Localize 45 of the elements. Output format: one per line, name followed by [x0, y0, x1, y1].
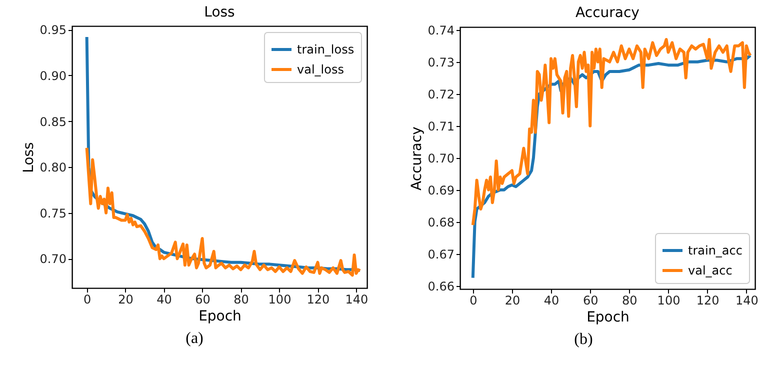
- x-tick-label: 140: [345, 292, 368, 306]
- y-tick-label: 0.72: [428, 87, 454, 102]
- x-tick-label: 60: [195, 292, 210, 306]
- y-tick-label: 0.95: [40, 23, 66, 38]
- y-tick-label: 0.73: [428, 55, 454, 70]
- text: (a): [186, 330, 204, 348]
- legend-label: train_acc: [688, 244, 742, 258]
- line-series: [85, 146, 362, 277]
- x-axis-title: Epoch: [198, 308, 242, 324]
- y-tick-label: 0.80: [40, 160, 66, 175]
- y-tick-label: 0.74: [428, 23, 454, 38]
- x-tick-label: 20: [118, 292, 134, 306]
- y-tick-label: 0.71: [428, 119, 454, 134]
- x-tick-label: 120: [306, 292, 330, 306]
- line-series: [471, 38, 752, 227]
- x-tick-label: 80: [622, 294, 638, 308]
- x-tick-label: 60: [582, 294, 598, 308]
- y-axis-title: Accuracy: [408, 126, 425, 190]
- x-tick-label: 100: [657, 294, 680, 308]
- y-tick-label: 0.75: [40, 206, 66, 220]
- y-axis-title: Loss: [20, 142, 37, 173]
- legend-label: val_loss: [297, 62, 344, 76]
- chart-title: Loss: [204, 4, 235, 21]
- x-tick-label: 20: [504, 294, 520, 308]
- y-tick-label: 0.66: [428, 279, 454, 294]
- x-tick-label: 80: [234, 292, 249, 306]
- text: (b): [574, 331, 593, 349]
- x-tick-label: 140: [735, 294, 758, 308]
- x-tick-label: 120: [696, 294, 720, 308]
- x-tick-label: 100: [268, 292, 292, 306]
- legend-label: train_loss: [297, 42, 354, 56]
- x-tick-label: 0: [470, 294, 478, 308]
- x-tick-label: 0: [83, 292, 92, 306]
- y-tick-label: 0.70: [40, 252, 66, 266]
- x-tick-label: 40: [544, 294, 560, 308]
- chart-title: Accuracy: [576, 4, 640, 21]
- legend-label: val_acc: [688, 264, 732, 278]
- y-tick-label: 0.69: [428, 183, 454, 198]
- x-axis-title: Epoch: [586, 310, 630, 326]
- y-tick-label: 0.70: [428, 151, 454, 166]
- y-tick-label: 0.85: [40, 114, 66, 129]
- y-tick-label: 0.68: [428, 215, 454, 230]
- x-tick-label: 40: [156, 292, 172, 306]
- y-tick-label: 0.90: [40, 68, 66, 83]
- y-tick-label: 0.67: [428, 247, 454, 262]
